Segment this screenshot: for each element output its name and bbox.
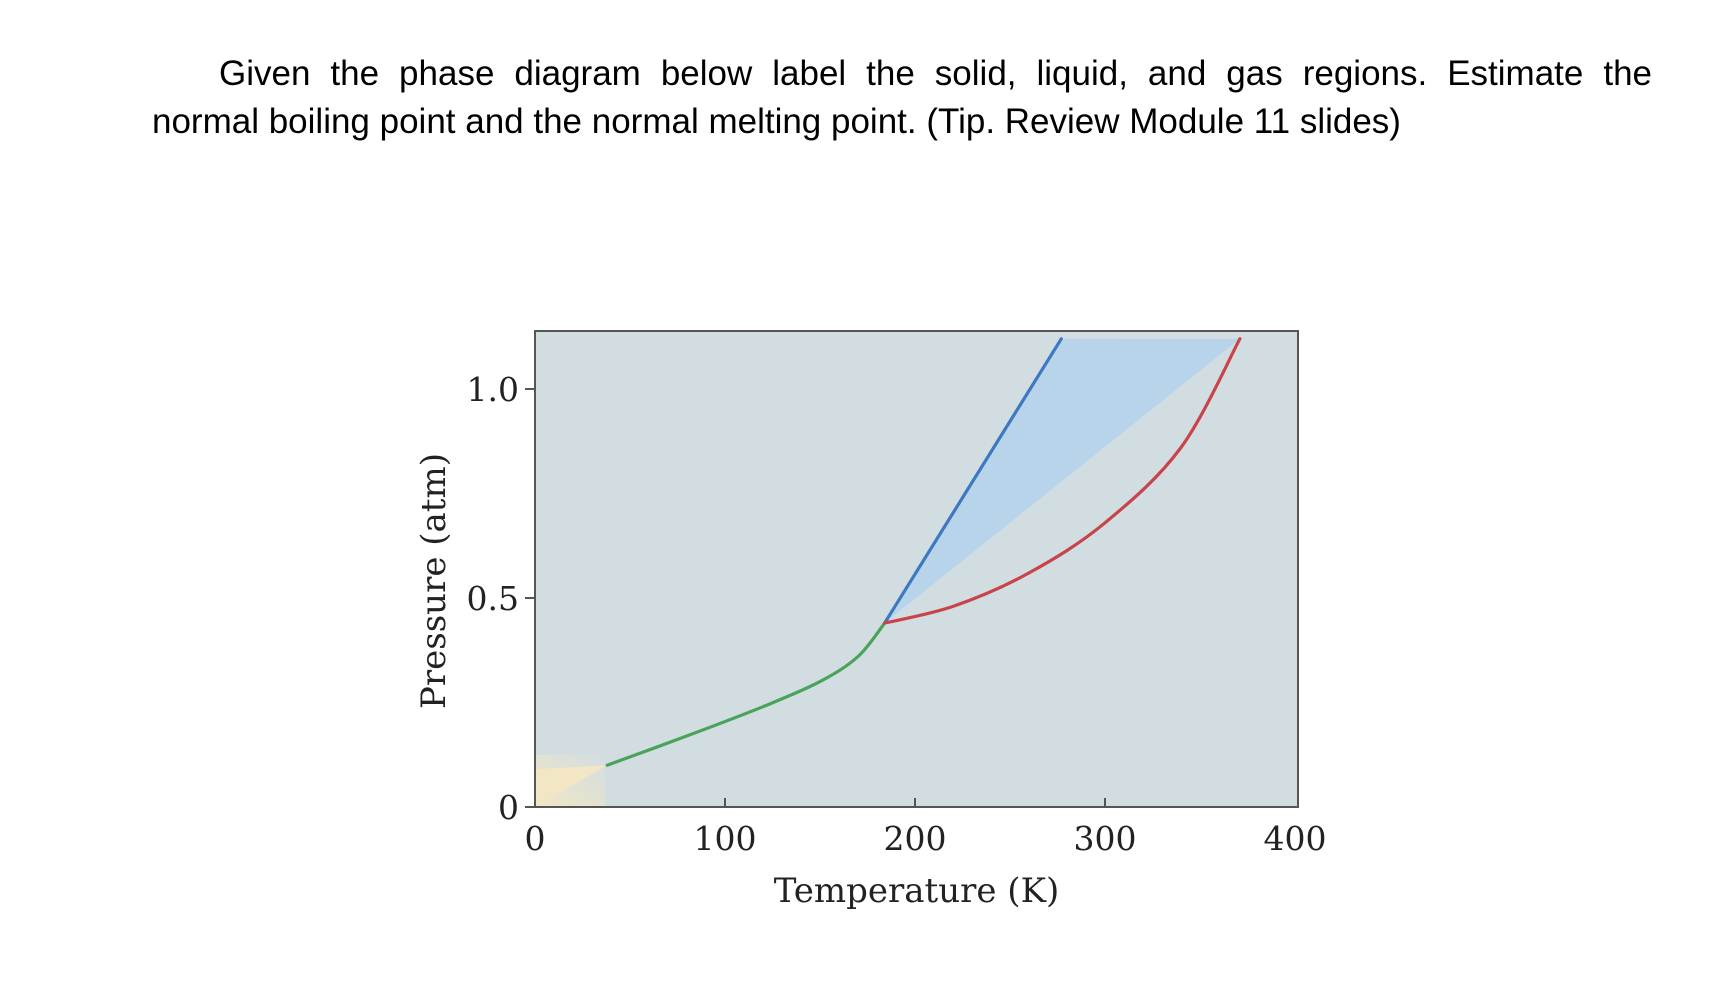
axis-ticks: 0 100 200 300 400 0 0.5 1.0 bbox=[467, 370, 1327, 858]
melting-curve bbox=[883, 337, 1063, 625]
corner-fade bbox=[535, 755, 605, 807]
y-axis-label: Pressure (atm) bbox=[414, 453, 454, 709]
liquid-region bbox=[884, 338, 1240, 624]
x-tick-label: 100 bbox=[694, 819, 757, 858]
x-tick-label: 200 bbox=[884, 819, 947, 858]
phase-boundaries bbox=[605, 337, 1242, 767]
x-axis-label: Temperature (K) bbox=[774, 871, 1059, 911]
y-tick-label: 0 bbox=[498, 788, 519, 827]
x-tick-label: 0 bbox=[525, 819, 546, 858]
sublimation-curve bbox=[605, 621, 887, 767]
x-tick-label: 300 bbox=[1074, 819, 1137, 858]
question-line-1: Given the phase diagram below label the … bbox=[219, 54, 1652, 93]
x-tick-label: 400 bbox=[1264, 819, 1327, 858]
boiling-curve bbox=[883, 337, 1242, 625]
y-tick-label: 0.5 bbox=[467, 579, 519, 618]
plot-frame bbox=[534, 330, 1299, 808]
question-line-2: normal boiling point and the normal melt… bbox=[152, 102, 1401, 141]
y-tick-label: 1.0 bbox=[467, 370, 519, 409]
question-text: Given the phase diagram below label the … bbox=[152, 50, 1652, 146]
